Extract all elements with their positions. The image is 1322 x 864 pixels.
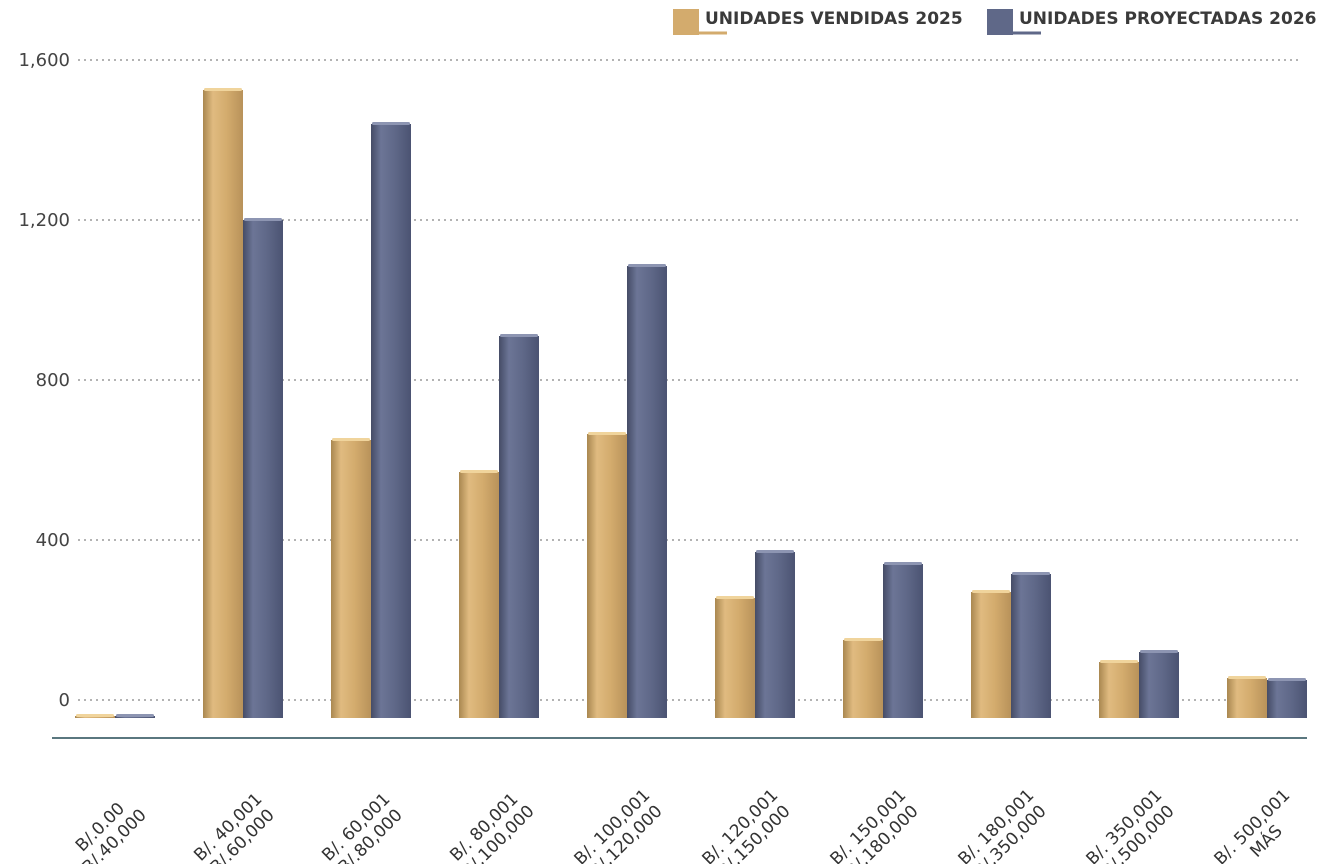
legend-swatch-vendidas-2025 [673, 9, 699, 35]
bar-body [715, 598, 755, 718]
bar-cap [588, 432, 626, 435]
legend-label-proyectadas-2026: UNIDADES PROYECTADAS 2026 [1019, 9, 1316, 29]
bar-body [203, 90, 243, 718]
bar-body [755, 552, 795, 718]
legend-label-vendidas-2025: UNIDADES VENDIDAS 2025 [705, 9, 963, 29]
bar-proyectadas-2026 [1011, 572, 1051, 718]
bar-proyectadas-2026 [243, 218, 283, 718]
bar-proyectadas-2026 [627, 264, 667, 718]
bar-cap [972, 590, 1010, 593]
bar-proyectadas-2026 [371, 122, 411, 718]
bar-vendidas-2025 [587, 432, 627, 718]
x-category-label: B/.0.00B/.40,000 [72, 799, 151, 864]
bar-body [587, 434, 627, 718]
y-tick-label: 1,200 [18, 210, 70, 231]
bar-body [331, 440, 371, 718]
y-tick-label: 400 [36, 530, 70, 551]
bar-cap [756, 550, 794, 553]
bar-cap [1268, 678, 1306, 681]
bar-body [1227, 678, 1267, 718]
bars [75, 88, 1307, 718]
y-tick-label: 0 [59, 690, 70, 711]
bar-cap [372, 122, 410, 125]
bar-body [883, 564, 923, 718]
bar-vendidas-2025 [715, 596, 755, 718]
bar-cap [332, 438, 370, 441]
bar-cap [76, 714, 114, 717]
bar-vendidas-2025 [1227, 676, 1267, 718]
bar-vendidas-2025 [75, 714, 115, 718]
bar-body [499, 336, 539, 718]
bar-vendidas-2025 [459, 470, 499, 718]
bar-proyectadas-2026 [1139, 650, 1179, 718]
bar-body [1139, 652, 1179, 718]
bar-cap [244, 218, 282, 221]
y-tick-label: 1,600 [18, 50, 70, 71]
bar-body [1011, 574, 1051, 718]
bar-proyectadas-2026 [755, 550, 795, 718]
bar-body [971, 592, 1011, 718]
bar-cap [716, 596, 754, 599]
bar-proyectadas-2026 [1267, 678, 1307, 718]
bar-body [1099, 662, 1139, 718]
bar-vendidas-2025 [843, 638, 883, 718]
bar-cap [844, 638, 882, 641]
bar-cap [460, 470, 498, 473]
bar-cap [204, 88, 242, 91]
legend-swatch-proyectadas-2026 [987, 9, 1013, 35]
bar-body [1267, 680, 1307, 718]
bar-cap [1140, 650, 1178, 653]
bar-cap [500, 334, 538, 337]
y-axis-ticks: 0 400 800 1,200 1,600 [18, 50, 70, 711]
bar-vendidas-2025 [1099, 660, 1139, 718]
bar-vendidas-2025 [971, 590, 1011, 718]
bar-body [843, 640, 883, 718]
bar-cap [628, 264, 666, 267]
bar-body [243, 220, 283, 718]
bar-body [371, 124, 411, 718]
bar-body [459, 472, 499, 718]
bar-proyectadas-2026 [499, 334, 539, 718]
bar-proyectadas-2026 [883, 562, 923, 718]
bar-cap [1100, 660, 1138, 663]
bar-vendidas-2025 [331, 438, 371, 718]
bar-cap [1012, 572, 1050, 575]
bar-body [627, 266, 667, 718]
bar-proyectadas-2026 [115, 714, 155, 718]
bar-cap [1228, 676, 1266, 679]
legend: UNIDADES VENDIDAS 2025 UNIDADES PROYECTA… [673, 9, 1316, 35]
bar-vendidas-2025 [203, 88, 243, 718]
bar-cap [116, 714, 154, 717]
y-tick-label: 800 [36, 370, 70, 391]
bar-cap [884, 562, 922, 565]
